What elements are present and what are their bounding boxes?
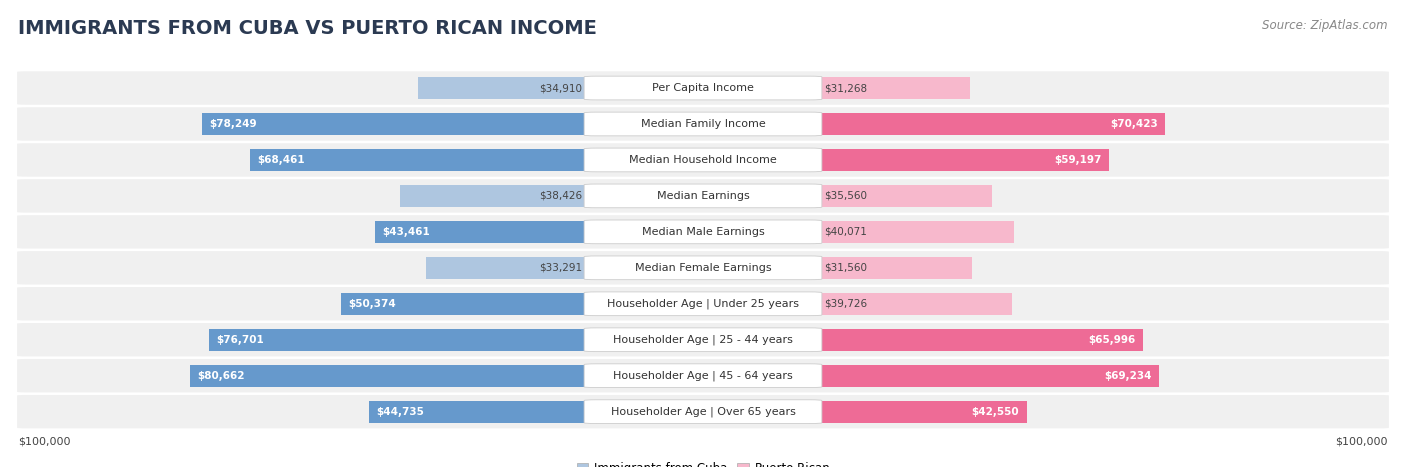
Text: Per Capita Income: Per Capita Income bbox=[652, 83, 754, 93]
Text: $40,071: $40,071 bbox=[824, 227, 866, 237]
Text: $31,560: $31,560 bbox=[824, 263, 866, 273]
Text: $100,000: $100,000 bbox=[18, 436, 70, 446]
FancyBboxPatch shape bbox=[340, 293, 592, 315]
FancyBboxPatch shape bbox=[368, 401, 592, 423]
Text: Median Household Income: Median Household Income bbox=[628, 155, 778, 165]
Text: $76,701: $76,701 bbox=[217, 335, 264, 345]
FancyBboxPatch shape bbox=[418, 77, 592, 99]
FancyBboxPatch shape bbox=[250, 149, 592, 171]
Text: IMMIGRANTS FROM CUBA VS PUERTO RICAN INCOME: IMMIGRANTS FROM CUBA VS PUERTO RICAN INC… bbox=[18, 19, 598, 38]
FancyBboxPatch shape bbox=[209, 329, 592, 351]
Text: $35,560: $35,560 bbox=[824, 191, 866, 201]
FancyBboxPatch shape bbox=[814, 329, 1143, 351]
Text: Median Male Earnings: Median Male Earnings bbox=[641, 227, 765, 237]
Text: $78,249: $78,249 bbox=[209, 119, 257, 129]
Text: $100,000: $100,000 bbox=[1336, 436, 1388, 446]
Text: Householder Age | Under 25 years: Householder Age | Under 25 years bbox=[607, 298, 799, 309]
Text: $70,423: $70,423 bbox=[1111, 119, 1159, 129]
Text: $34,910: $34,910 bbox=[540, 83, 582, 93]
FancyBboxPatch shape bbox=[426, 257, 592, 279]
Text: $69,234: $69,234 bbox=[1105, 371, 1152, 381]
FancyBboxPatch shape bbox=[583, 76, 823, 100]
FancyBboxPatch shape bbox=[17, 107, 1389, 141]
Legend: Immigrants from Cuba, Puerto Rican: Immigrants from Cuba, Puerto Rican bbox=[572, 457, 834, 467]
FancyBboxPatch shape bbox=[583, 184, 823, 208]
FancyBboxPatch shape bbox=[814, 113, 1166, 135]
Text: $44,735: $44,735 bbox=[375, 407, 423, 417]
Text: $33,291: $33,291 bbox=[538, 263, 582, 273]
FancyBboxPatch shape bbox=[583, 256, 823, 280]
FancyBboxPatch shape bbox=[814, 401, 1026, 423]
Text: $43,461: $43,461 bbox=[382, 227, 430, 237]
FancyBboxPatch shape bbox=[583, 328, 823, 352]
Text: $38,426: $38,426 bbox=[538, 191, 582, 201]
FancyBboxPatch shape bbox=[201, 113, 592, 135]
FancyBboxPatch shape bbox=[814, 221, 1014, 243]
Text: Median Earnings: Median Earnings bbox=[657, 191, 749, 201]
Text: $42,550: $42,550 bbox=[972, 407, 1019, 417]
FancyBboxPatch shape bbox=[583, 364, 823, 388]
FancyBboxPatch shape bbox=[17, 251, 1389, 284]
FancyBboxPatch shape bbox=[814, 149, 1109, 171]
FancyBboxPatch shape bbox=[814, 257, 972, 279]
FancyBboxPatch shape bbox=[17, 143, 1389, 177]
Text: $68,461: $68,461 bbox=[257, 155, 305, 165]
FancyBboxPatch shape bbox=[17, 323, 1389, 356]
FancyBboxPatch shape bbox=[401, 185, 592, 207]
Text: $80,662: $80,662 bbox=[197, 371, 245, 381]
Text: $65,996: $65,996 bbox=[1088, 335, 1136, 345]
Text: Median Family Income: Median Family Income bbox=[641, 119, 765, 129]
Text: $39,726: $39,726 bbox=[824, 299, 868, 309]
FancyBboxPatch shape bbox=[814, 365, 1160, 387]
FancyBboxPatch shape bbox=[814, 293, 1012, 315]
FancyBboxPatch shape bbox=[17, 287, 1389, 320]
FancyBboxPatch shape bbox=[814, 77, 970, 99]
FancyBboxPatch shape bbox=[583, 220, 823, 244]
Text: Householder Age | 45 - 64 years: Householder Age | 45 - 64 years bbox=[613, 370, 793, 381]
FancyBboxPatch shape bbox=[583, 148, 823, 172]
Text: $31,268: $31,268 bbox=[824, 83, 868, 93]
FancyBboxPatch shape bbox=[17, 215, 1389, 248]
FancyBboxPatch shape bbox=[17, 395, 1389, 428]
FancyBboxPatch shape bbox=[17, 359, 1389, 392]
FancyBboxPatch shape bbox=[17, 179, 1389, 212]
FancyBboxPatch shape bbox=[583, 400, 823, 424]
Text: Median Female Earnings: Median Female Earnings bbox=[634, 263, 772, 273]
Text: Householder Age | Over 65 years: Householder Age | Over 65 years bbox=[610, 406, 796, 417]
FancyBboxPatch shape bbox=[583, 292, 823, 316]
Text: $50,374: $50,374 bbox=[347, 299, 395, 309]
FancyBboxPatch shape bbox=[17, 71, 1389, 105]
Text: Householder Age | 25 - 44 years: Householder Age | 25 - 44 years bbox=[613, 334, 793, 345]
FancyBboxPatch shape bbox=[583, 112, 823, 136]
FancyBboxPatch shape bbox=[814, 185, 991, 207]
Text: $59,197: $59,197 bbox=[1054, 155, 1102, 165]
Text: Source: ZipAtlas.com: Source: ZipAtlas.com bbox=[1263, 19, 1388, 32]
FancyBboxPatch shape bbox=[375, 221, 592, 243]
FancyBboxPatch shape bbox=[190, 365, 592, 387]
